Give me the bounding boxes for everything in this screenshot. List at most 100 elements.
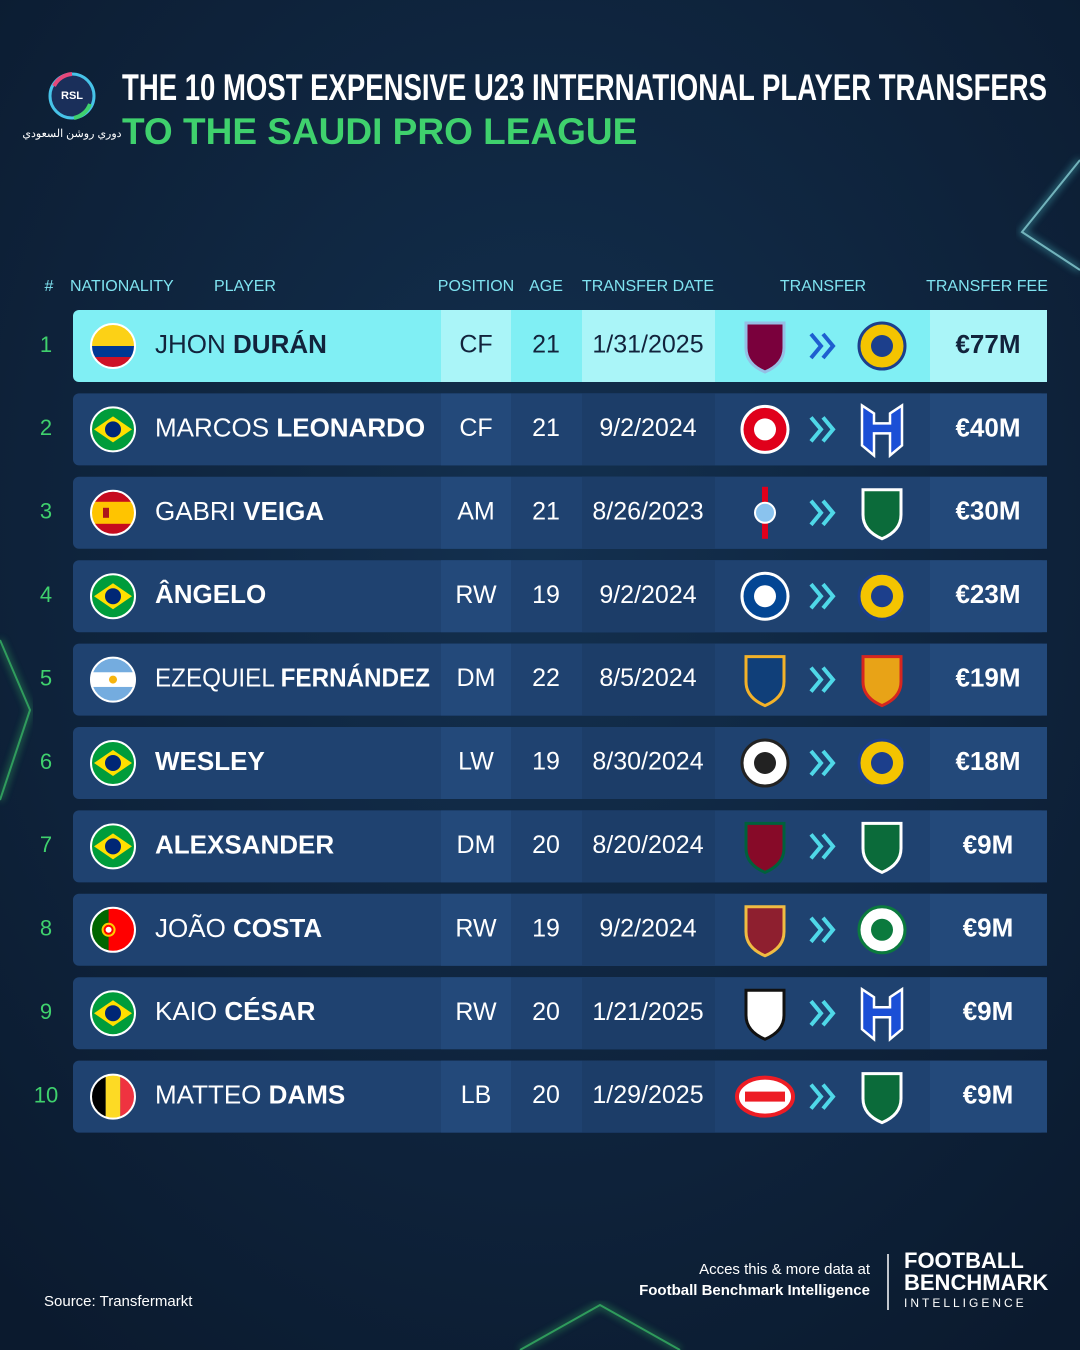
cell-background <box>441 810 511 883</box>
cell-background <box>511 727 582 799</box>
player-first-name: MATTEO <box>155 1079 261 1109</box>
flag <box>91 741 135 785</box>
flag <box>91 991 135 1036</box>
rank: 10 <box>34 1082 58 1107</box>
table-row: 8 JOÃO COSTA RW 19 9/2/2024 €9M <box>40 893 1047 966</box>
cell-background <box>511 310 582 382</box>
flag-ring <box>90 406 136 453</box>
age: 21 <box>532 414 560 442</box>
table-row: 5 EZEQUIEL FERNÁNDEZ DM 22 8/5/2024 €19M <box>40 643 1047 716</box>
rank: 9 <box>40 999 52 1024</box>
cell-background <box>930 476 1047 549</box>
title: THE 10 MOST EXPENSIVE U23 INTERNATIONAL … <box>122 67 1047 108</box>
flag <box>91 657 135 702</box>
cell-background <box>582 643 715 716</box>
cell-background <box>582 310 715 382</box>
rank: 8 <box>40 916 52 941</box>
cell-background <box>930 643 1047 716</box>
position: DM <box>457 664 496 692</box>
player-name: JOÃO COSTA <box>155 913 322 943</box>
flag-part <box>105 1074 121 1119</box>
transfer-fee: €9M <box>963 1079 1014 1109</box>
transfer-arrow <box>809 499 836 527</box>
age: 21 <box>532 497 560 525</box>
player-last-name: ALEXSANDER <box>155 829 334 859</box>
flag <box>91 574 135 619</box>
flag-part <box>105 588 121 605</box>
cell-background <box>441 893 511 966</box>
club-badge-shape <box>871 918 893 941</box>
flag-ring <box>90 489 136 536</box>
player-first-name: JHON <box>155 329 226 359</box>
cell-background <box>441 476 511 549</box>
transfer-date: 9/2/2024 <box>599 914 696 942</box>
rank: 6 <box>40 749 52 774</box>
cell-background <box>441 1060 511 1133</box>
age: 20 <box>532 998 560 1026</box>
transfer-fee: €40M <box>955 412 1020 442</box>
player-name: EZEQUIEL FERNÁNDEZ <box>155 662 430 692</box>
player-name: ÂNGELO <box>155 579 266 609</box>
transfer-fee: €9M <box>963 996 1014 1026</box>
club-badge-shape <box>744 988 786 1041</box>
club-badge-shape <box>745 1091 785 1102</box>
cell-background <box>930 1060 1047 1133</box>
flag-part <box>91 357 135 368</box>
club-badge <box>861 655 903 708</box>
transfer-date: 1/31/2025 <box>592 331 703 359</box>
table-row: 1 JHON DURÁN CF 21 1/31/2025 €77M <box>40 310 1047 382</box>
league-logo: RSL دوري روشن السعودي <box>22 72 122 140</box>
column-header: POSITION <box>438 278 514 295</box>
cell-background <box>930 893 1047 966</box>
transfer-arrow <box>809 332 836 360</box>
brand-line: BENCHMARK <box>904 1270 1048 1295</box>
club-badge <box>744 905 786 958</box>
club-badge-shape <box>871 585 893 608</box>
age: 19 <box>532 748 560 776</box>
rank: 7 <box>40 832 52 857</box>
club-badge <box>860 986 904 1042</box>
club-badge <box>744 655 786 708</box>
cell-background <box>511 476 582 549</box>
table: # NATIONALITY PLAYER POSITION AGE TRANSFER DA… <box>34 278 1048 1133</box>
player-last-name: LEONARDO <box>276 412 425 442</box>
age: 22 <box>532 664 560 692</box>
flag <box>91 490 135 535</box>
column-header: TRANSFER DATE <box>582 278 714 295</box>
table-row: 6 WESLEY LW 19 8/30/2024 €18M <box>40 727 1047 799</box>
transfer-arrow <box>809 666 836 693</box>
brand-tagline: INTELLIGENCE <box>904 1296 1027 1310</box>
club-badge-shape <box>860 403 904 459</box>
club-badge-shape <box>754 418 776 441</box>
club-badge-shape <box>871 752 893 774</box>
position: LB <box>461 1081 492 1109</box>
club-badge-shape <box>754 752 776 774</box>
club-badge <box>744 988 786 1041</box>
rank: 5 <box>40 665 52 690</box>
cell-background <box>582 393 715 466</box>
flag-part <box>109 675 117 684</box>
column-header: AGE <box>529 278 563 295</box>
brand-line: FOOTBALL <box>904 1248 1024 1273</box>
cell-background <box>441 643 511 716</box>
cell-background <box>930 977 1047 1050</box>
club-badge-shape <box>754 501 776 524</box>
transfer-date: 8/26/2023 <box>592 497 703 525</box>
transfer-date: 9/2/2024 <box>599 581 696 609</box>
cell-background <box>582 1060 715 1133</box>
position: RW <box>455 998 497 1026</box>
age: 19 <box>532 914 560 942</box>
transfer-arrow <box>809 749 836 777</box>
cell-background <box>511 977 582 1050</box>
transfer-date: 1/29/2025 <box>592 1081 703 1109</box>
transfer-fee: €9M <box>963 913 1014 943</box>
table-row: 4 ÂNGELO RW 19 9/2/2024 €23M <box>40 560 1047 633</box>
flag-part <box>91 346 135 357</box>
club-badge <box>754 486 776 539</box>
cell-background <box>441 727 511 799</box>
table-row: 7 ALEXSANDER DM 20 8/20/2024 €9M <box>40 810 1047 883</box>
club-badge <box>744 821 786 875</box>
transfer-date: 8/20/2024 <box>592 831 703 859</box>
player-name: KAIO CÉSAR <box>155 996 316 1026</box>
